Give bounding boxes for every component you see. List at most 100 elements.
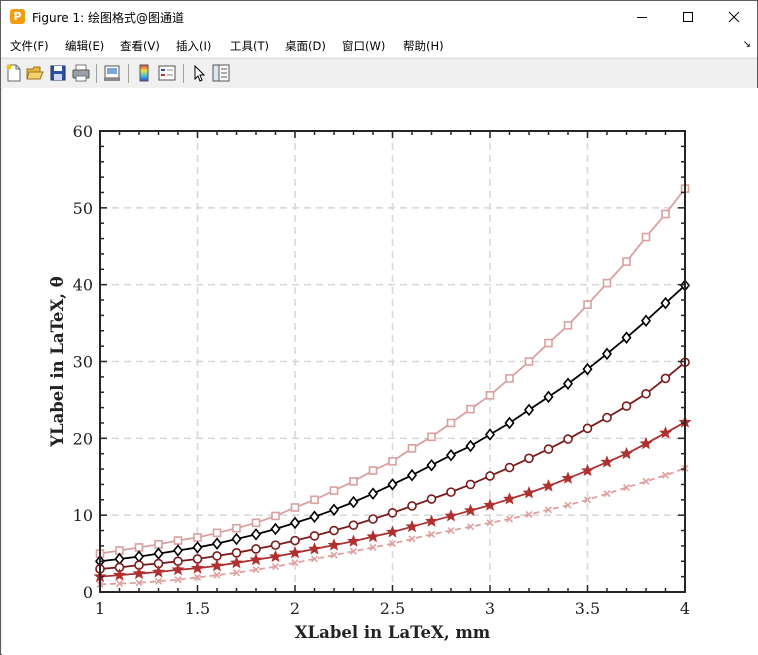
data-point-x-stroke: [115, 579, 124, 588]
print-preview-icon[interactable]: [103, 64, 121, 82]
y-tick-label: 10: [73, 506, 93, 525]
data-point-star: [152, 565, 165, 578]
data-point-x-stroke: [213, 571, 221, 579]
minimize-button[interactable]: [619, 1, 665, 33]
data-point-diamond: [153, 547, 164, 560]
data-point-x-stroke: [135, 579, 143, 587]
y-tick-label: 20: [73, 429, 93, 448]
data-point-star: [639, 436, 653, 450]
data-point-x: [583, 496, 592, 504]
data-point-square: [622, 257, 631, 266]
data-point-circle: [426, 494, 437, 504]
close-button[interactable]: [711, 1, 757, 33]
data-point-diamond: [660, 296, 671, 310]
menu-tools[interactable]: 工具(T): [230, 39, 269, 53]
data-point-star: [288, 545, 302, 559]
data-point-circle: [251, 544, 261, 554]
data-point-square: [446, 418, 456, 428]
data-point-x-stroke: [330, 551, 338, 559]
data-point-circle: [504, 462, 515, 473]
data-point-star: [171, 562, 185, 576]
data-point-star: [600, 455, 614, 468]
data-point-diamond: [270, 522, 281, 536]
data-point-star: [444, 509, 458, 522]
data-point-x: [174, 576, 182, 584]
data-point-circle: [641, 388, 651, 399]
data-point-star: [581, 463, 594, 477]
data-point-star: [249, 552, 263, 566]
data-point-star: [113, 568, 126, 581]
data-point-circle: [543, 444, 554, 454]
colorbar-icon[interactable]: [135, 64, 153, 82]
menu-edit[interactable]: 编辑(E): [65, 39, 105, 53]
data-point-x-stroke: [232, 569, 241, 577]
data-point-x-stroke: [622, 483, 631, 492]
menu-file[interactable]: 文件(F): [10, 39, 49, 53]
data-point-x: [213, 571, 221, 579]
menu-view[interactable]: 查看(V): [120, 39, 160, 53]
data-point-star: [464, 503, 477, 517]
menu-desktop[interactable]: 桌面(D): [285, 39, 326, 53]
menu-bar: 文件(F) 编辑(E) 查看(V) 插入(I) 工具(T) 桌面(D) 窗口(W…: [1, 33, 757, 57]
data-point-square: [505, 374, 514, 383]
data-point-circle: [621, 401, 632, 411]
menu-overflow-arrow[interactable]: ↘: [742, 39, 751, 50]
data-point-square: [310, 495, 319, 505]
series-5: [96, 464, 689, 588]
data-point-star: [522, 486, 536, 499]
data-point-diamond: [387, 478, 398, 491]
x-tick-label: 2.5: [380, 599, 405, 618]
data-point-x: [115, 579, 124, 588]
maximize-button[interactable]: [665, 1, 711, 33]
data-point-x: [135, 579, 143, 587]
data-point-star: [366, 529, 380, 543]
figure-canvas[interactable]: 1 1.5 2 2.5 3 3.5 4 0 10 20 30 40 50 60 XLabel in LaTe…: [2, 88, 758, 655]
data-point-circle: [368, 514, 378, 524]
data-point-diamond: [367, 487, 379, 500]
data-point-x: [505, 515, 514, 523]
x-tick-label: 4: [680, 599, 690, 618]
data-point-star: [659, 426, 672, 439]
data-point-star: [210, 559, 224, 572]
property-editor-icon[interactable]: [212, 64, 230, 82]
data-point-diamond: [640, 314, 652, 328]
y-tick-label: 40: [73, 276, 93, 295]
data-point-square: [134, 543, 144, 552]
data-point-x: [427, 530, 436, 538]
x-tick-label: 3.5: [575, 599, 600, 618]
data-point-diamond: [172, 544, 184, 557]
print-icon[interactable]: [72, 64, 90, 82]
series-3: [95, 357, 690, 574]
data-point-diamond: [504, 416, 515, 430]
data-point-star: [347, 534, 360, 547]
new-figure-icon[interactable]: [5, 64, 23, 82]
data-point-circle: [563, 434, 573, 444]
data-point-star: [308, 542, 321, 555]
legend-icon[interactable]: [158, 64, 176, 82]
pointer-icon[interactable]: [190, 64, 208, 82]
data-point-x: [564, 501, 572, 509]
data-point-star: [542, 479, 555, 492]
data-point-square: [427, 432, 436, 442]
data-point-star: [327, 538, 341, 551]
data-point-diamond: [562, 377, 574, 391]
data-point-diamond: [484, 428, 496, 441]
data-point-x: [603, 490, 611, 498]
data-point-x: [447, 526, 455, 535]
data-point-circle: [465, 479, 476, 490]
data-point-square: [232, 523, 241, 533]
menu-insert[interactable]: 插入(I): [176, 39, 212, 53]
menu-window[interactable]: 窗口(W): [342, 39, 386, 53]
data-point-circle: [524, 453, 534, 464]
data-point-diamond: [289, 516, 301, 530]
open-file-icon[interactable]: [26, 64, 44, 82]
data-point-star: [132, 566, 146, 580]
save-icon[interactable]: [49, 64, 67, 82]
y-tick-label: 60: [73, 122, 93, 141]
title-bar[interactable]: P Figure 1: 绘图格式@图通道: [1, 1, 757, 33]
data-point-circle: [290, 535, 300, 546]
menu-help[interactable]: 帮助(H): [403, 39, 444, 53]
y-tick-label: 0: [83, 583, 93, 602]
close-icon: [728, 11, 740, 23]
